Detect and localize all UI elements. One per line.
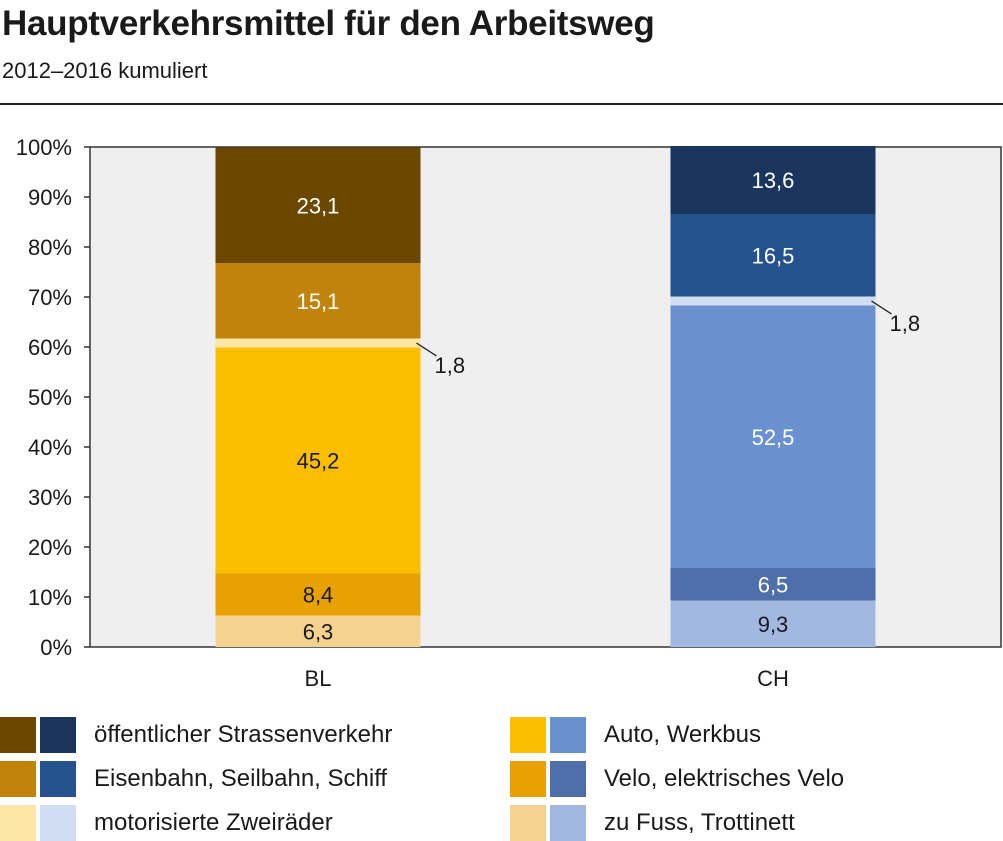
y-tick-label: 0% bbox=[40, 635, 72, 660]
y-tick-label: 60% bbox=[28, 335, 72, 360]
data-label: 13,6 bbox=[752, 168, 795, 193]
legend-item-velo: Velo, elektrisches Velo bbox=[510, 761, 844, 797]
data-label: 1,8 bbox=[435, 353, 466, 378]
x-category-label: BL bbox=[305, 666, 332, 691]
callout-line bbox=[871, 300, 892, 315]
legend-label: zu Fuss, Trottinett bbox=[604, 809, 795, 836]
data-label: 15,1 bbox=[297, 289, 340, 314]
bar-segment bbox=[670, 305, 876, 568]
legend-item-eisenbahn: Eisenbahn, Seilbahn, Schiff bbox=[0, 761, 387, 797]
data-label: 6,5 bbox=[758, 572, 789, 597]
y-tick-label: 10% bbox=[28, 585, 72, 610]
y-tick-label: 90% bbox=[28, 185, 72, 210]
title-divider bbox=[0, 103, 1003, 105]
data-label: 1,8 bbox=[890, 311, 921, 336]
legend-swatch-ch bbox=[550, 805, 586, 841]
bar-segment bbox=[215, 263, 421, 339]
bar-segment bbox=[215, 573, 421, 616]
legend-swatch-bl bbox=[510, 717, 546, 753]
legend-swatch-bl bbox=[0, 761, 36, 797]
y-tick-label: 80% bbox=[28, 235, 72, 260]
legend-label: motorisierte Zweiräder bbox=[94, 809, 333, 836]
x-category-label: CH bbox=[757, 666, 789, 691]
y-tick-label: 30% bbox=[28, 485, 72, 510]
chart-subtitle: 2012–2016 kumuliert bbox=[2, 58, 208, 83]
y-tick-label: 40% bbox=[28, 435, 72, 460]
legend-swatch-ch bbox=[550, 717, 586, 753]
legend-label: öffentlicher Strassenverkehr bbox=[94, 721, 393, 748]
legend-swatch-ch bbox=[550, 761, 586, 797]
data-label: 23,1 bbox=[297, 193, 340, 218]
legend-label: Eisenbahn, Seilbahn, Schiff bbox=[94, 765, 388, 792]
y-tick-label: 70% bbox=[28, 285, 72, 310]
bar-segment bbox=[670, 600, 876, 647]
bar-segment bbox=[670, 214, 876, 297]
legend-swatch-bl bbox=[0, 717, 36, 753]
legend-label: Auto, Werkbus bbox=[604, 721, 761, 748]
bar-segment bbox=[215, 338, 421, 348]
y-tick-label: 20% bbox=[28, 535, 72, 560]
legend-item-zu-fuss: zu Fuss, Trottinett bbox=[510, 805, 795, 841]
legend-swatch-bl bbox=[510, 805, 546, 841]
bar-segment bbox=[670, 146, 876, 214]
legend-swatch-bl bbox=[510, 761, 546, 797]
data-label: 16,5 bbox=[752, 243, 795, 268]
callout-line bbox=[416, 342, 437, 357]
legend-item-motorisierte-zweiraeder: motorisierte Zweiräder bbox=[0, 805, 333, 841]
bar-segment bbox=[670, 296, 876, 306]
chart-title: Hauptverkehrsmittel für den Arbeitsweg bbox=[2, 4, 655, 43]
y-tick-label: 100% bbox=[16, 135, 72, 160]
y-tick-label: 50% bbox=[28, 385, 72, 410]
bar-segment bbox=[215, 615, 421, 647]
bar-segment bbox=[670, 568, 876, 601]
data-label: 52,5 bbox=[752, 425, 795, 450]
data-label: 45,2 bbox=[297, 449, 340, 474]
legend-item-oeffentlicher-strassenverkehr: öffentlicher Strassenverkehr bbox=[0, 717, 392, 753]
legend-item-auto-werkbus: Auto, Werkbus bbox=[510, 717, 761, 753]
bar-segment bbox=[215, 347, 421, 574]
data-label: 6,3 bbox=[303, 619, 334, 644]
data-label: 9,3 bbox=[758, 612, 789, 637]
legend-swatch-ch bbox=[40, 717, 76, 753]
legend-swatch-ch bbox=[40, 805, 76, 841]
legend-swatch-ch bbox=[40, 761, 76, 797]
bar-segment bbox=[215, 147, 421, 263]
stacked-bar-chart: 0% 10% 20% 30% 40% 50% 60% 70% 80% 90% 100% BL CH 6,3… bbox=[16, 135, 1002, 691]
data-label: 8,4 bbox=[303, 583, 334, 608]
legend-label: Velo, elektrisches Velo bbox=[604, 765, 845, 792]
legend-swatch-bl bbox=[0, 805, 36, 841]
